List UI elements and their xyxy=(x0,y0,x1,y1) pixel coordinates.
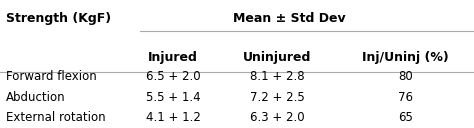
Text: 6.5 + 2.0: 6.5 + 2.0 xyxy=(146,70,201,83)
Text: 5.5 + 1.4: 5.5 + 1.4 xyxy=(146,91,201,104)
Text: Injured: Injured xyxy=(148,51,198,64)
Text: Strength (KgF): Strength (KgF) xyxy=(6,12,111,25)
Text: 7.2 + 2.5: 7.2 + 2.5 xyxy=(250,91,305,104)
Text: Abduction: Abduction xyxy=(6,91,65,104)
Text: 76: 76 xyxy=(398,91,413,104)
Text: 4.1 + 1.2: 4.1 + 1.2 xyxy=(146,111,201,124)
Text: 80: 80 xyxy=(398,70,413,83)
Text: External rotation: External rotation xyxy=(6,111,105,124)
Text: 65: 65 xyxy=(398,111,413,124)
Text: Mean ± Std Dev: Mean ± Std Dev xyxy=(233,12,346,25)
Text: Forward flexion: Forward flexion xyxy=(6,70,96,83)
Text: Uninjured: Uninjured xyxy=(243,51,311,64)
Text: 8.1 + 2.8: 8.1 + 2.8 xyxy=(250,70,305,83)
Text: Inj/Uninj (%): Inj/Uninj (%) xyxy=(362,51,449,64)
Text: 6.3 + 2.0: 6.3 + 2.0 xyxy=(250,111,305,124)
